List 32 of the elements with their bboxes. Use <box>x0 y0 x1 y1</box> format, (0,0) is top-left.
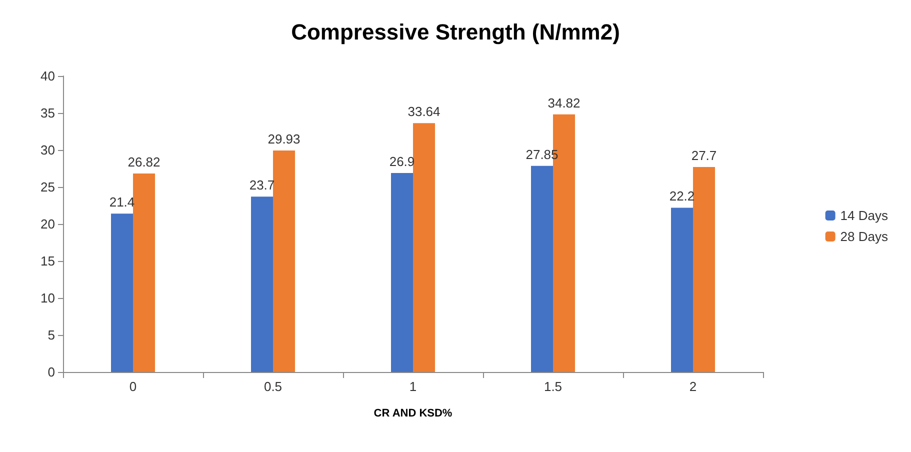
legend-label: 28 Days <box>840 229 888 244</box>
data-label: 29.93 <box>268 132 300 147</box>
x-axis-title: CR AND KSD% <box>374 408 452 420</box>
bar <box>111 214 133 372</box>
y-tick-label: 30 <box>40 142 55 158</box>
chart-title: Compressive Strength (N/mm2) <box>291 20 620 44</box>
y-tick-label: 15 <box>40 254 55 268</box>
legend-label: 14 Days <box>840 208 888 223</box>
bar <box>273 150 295 372</box>
x-tick-label: 1 <box>409 379 417 394</box>
y-tick-label: 5 <box>48 328 55 342</box>
x-tick-label: 2 <box>689 379 697 394</box>
x-tick-label: 0 <box>129 379 137 394</box>
y-tick-label: 20 <box>40 216 55 232</box>
bar <box>671 208 693 372</box>
x-tick-label: 1.5 <box>544 379 562 394</box>
y-tick-label: 10 <box>40 290 55 306</box>
bar <box>693 167 715 372</box>
bar <box>251 196 273 372</box>
bar <box>531 166 553 372</box>
y-tick-label: 40 <box>40 68 55 84</box>
bar <box>133 174 155 372</box>
x-tick-label: 0.5 <box>264 379 282 394</box>
bar <box>413 123 435 372</box>
data-label: 27.7 <box>691 148 717 164</box>
y-tick-label: 25 <box>40 180 55 194</box>
data-label: 33.64 <box>408 104 440 120</box>
y-tick-label: 35 <box>40 106 55 120</box>
y-tick-label: 0 <box>48 364 55 380</box>
bar <box>391 172 413 372</box>
data-label: 26.82 <box>128 154 160 170</box>
data-label: 34.82 <box>548 95 580 110</box>
